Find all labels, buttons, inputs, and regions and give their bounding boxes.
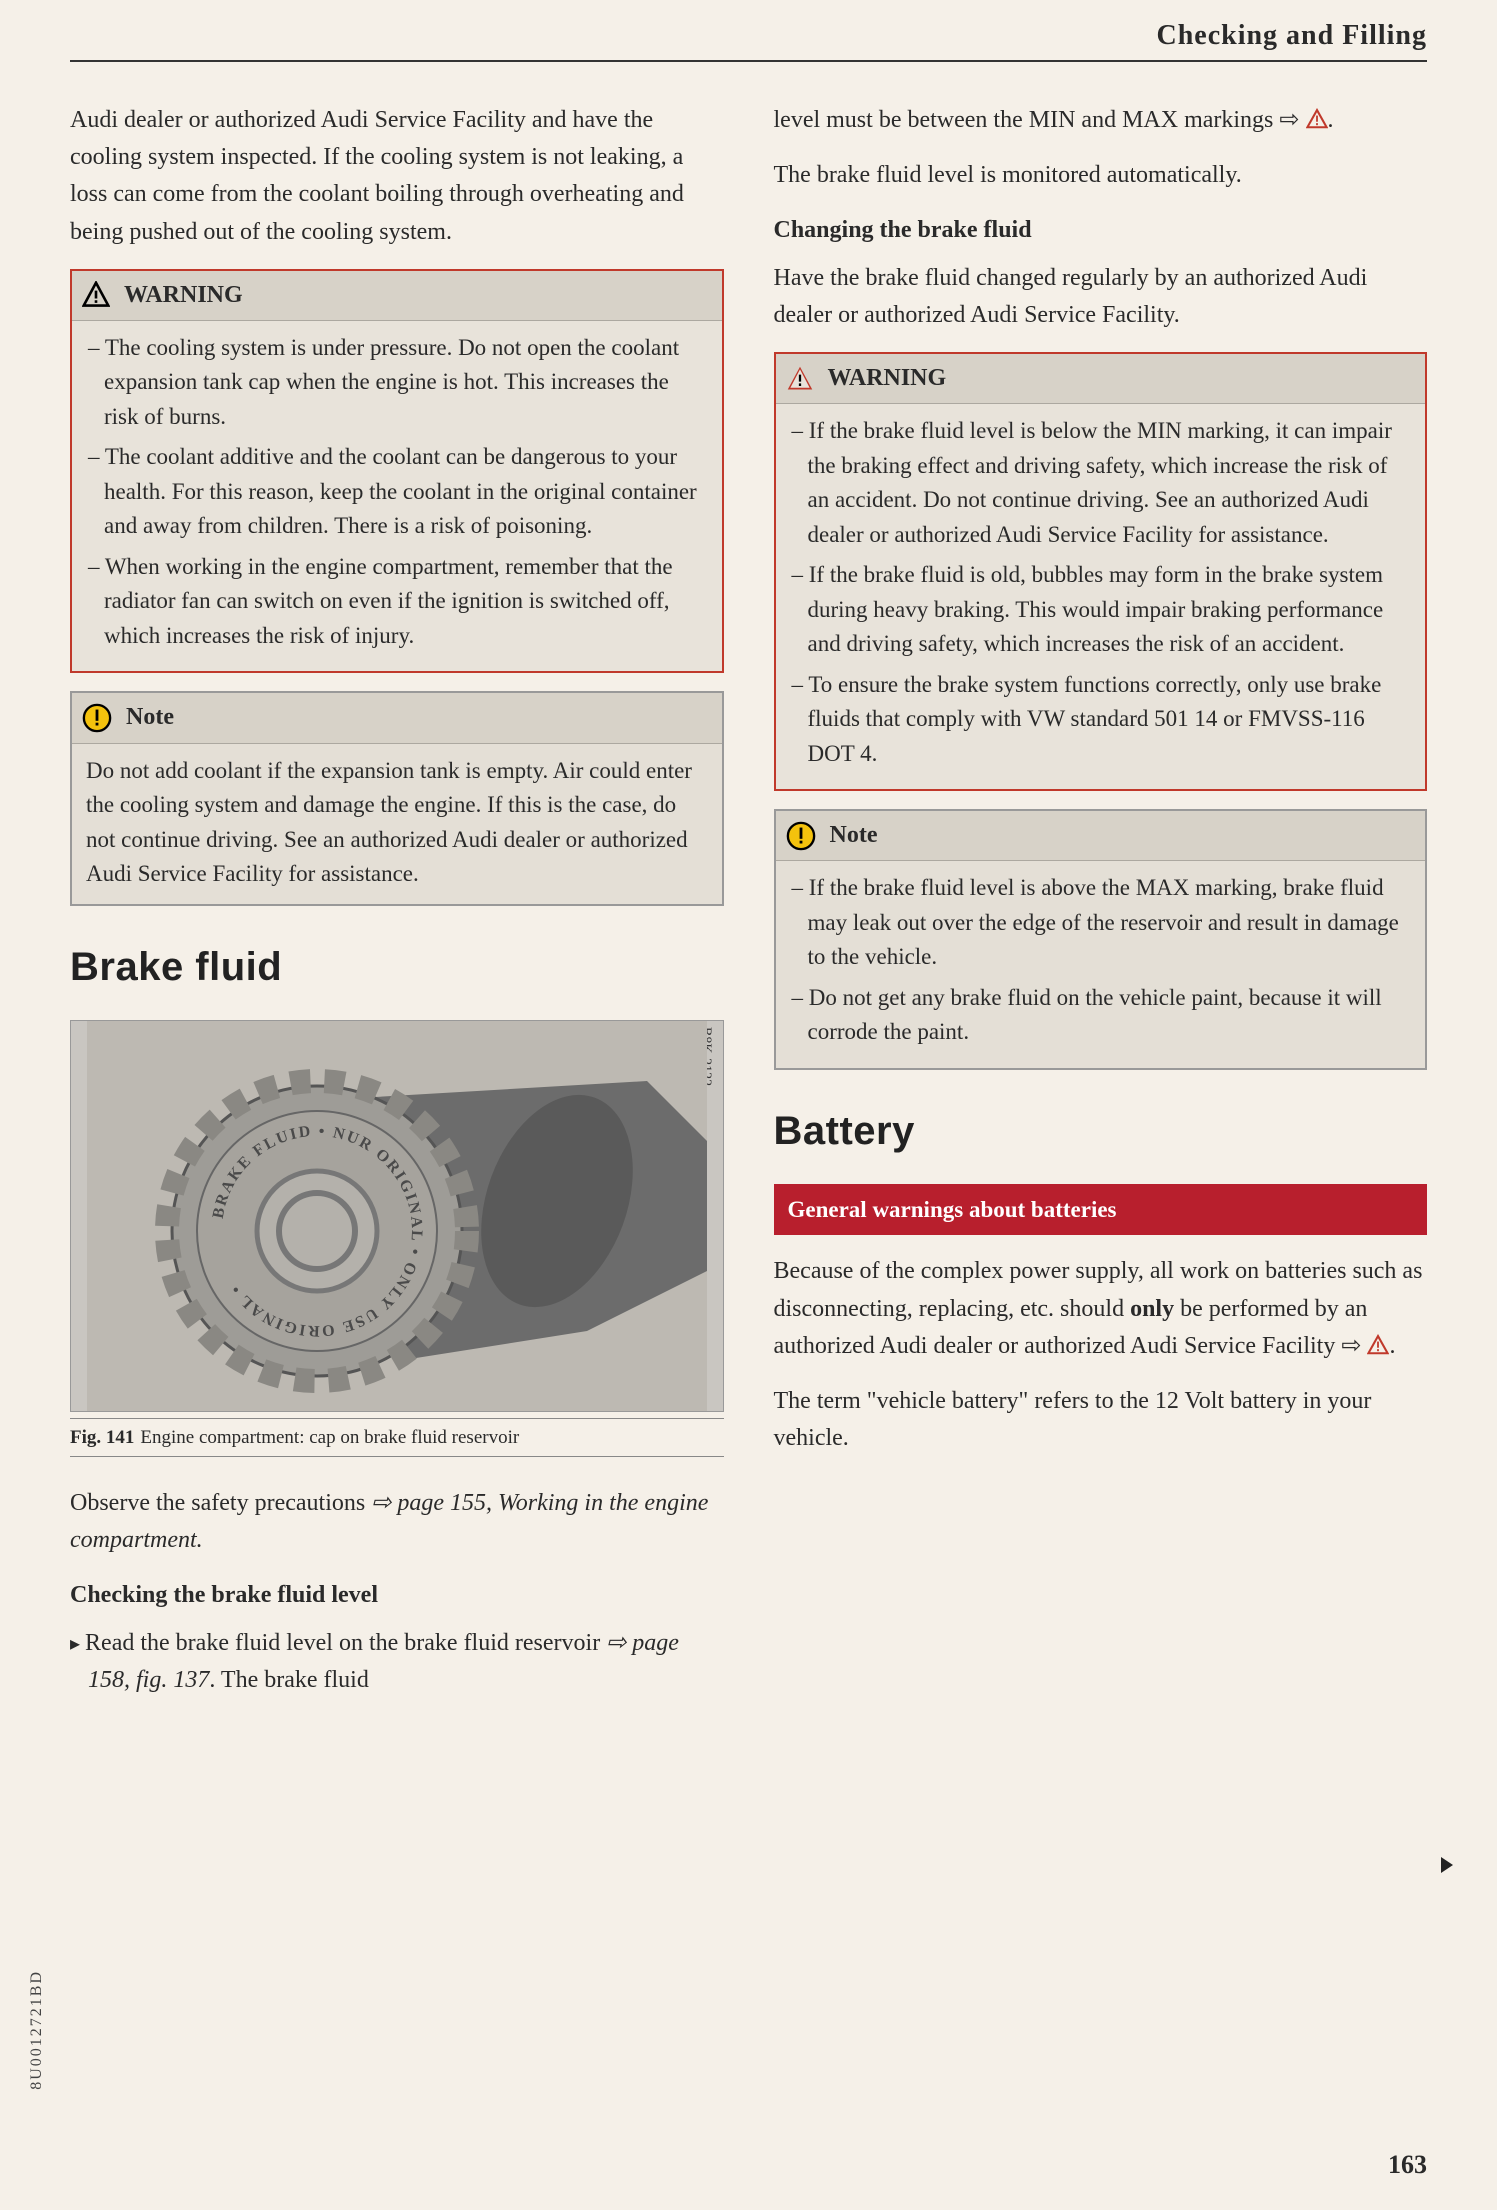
brake-fluid-cap-illustration: BRAKE FLUID • NUR ORIGINAL • ONLY USE OR…	[87, 1021, 707, 1411]
continued-arrow-icon	[1437, 1855, 1457, 1880]
page-number: 163	[1388, 2150, 1427, 2180]
safety-precautions-text: Observe the safety precautions ⇨ page 15…	[70, 1485, 724, 1559]
document-code: 8U0012721BD	[28, 1970, 46, 2090]
section-heading-brake-fluid: Brake fluid	[70, 936, 724, 998]
warning-label: WARNING	[828, 360, 947, 397]
note-label: Note	[830, 817, 878, 854]
note-item: Do not get any brake fluid on the vehicl…	[808, 981, 1412, 1050]
warning-label: WARNING	[124, 277, 243, 314]
intro-paragraph: Audi dealer or authorized Audi Service F…	[70, 102, 724, 251]
note-circle-icon	[82, 703, 112, 733]
subheading-check-level: Checking the brake fluid level	[70, 1577, 724, 1614]
figure-caption-text: Engine compartment: cap on brake fluid r…	[140, 1423, 519, 1452]
subheading-changing-fluid: Changing the brake fluid	[774, 212, 1428, 249]
warning-item: The cooling system is under pressure. Do…	[104, 331, 708, 435]
figure-number: Fig. 141	[70, 1423, 134, 1452]
monitored-text: The brake fluid level is monitored autom…	[774, 157, 1428, 194]
brake-note-callout: Note If the brake fluid level is above t…	[774, 809, 1428, 1070]
note-label: Note	[126, 699, 174, 736]
warning-triangle-icon	[786, 365, 814, 393]
callout-body: If the brake fluid level is below the MI…	[776, 404, 1426, 789]
callout-body: The cooling system is under pressure. Do…	[72, 321, 722, 672]
battery-warnings-bar: General warnings about batteries	[774, 1184, 1428, 1236]
warning-item: If the brake fluid is old, bubbles may f…	[808, 558, 1412, 662]
note-item: If the brake fluid level is above the MA…	[808, 871, 1412, 975]
note-circle-icon	[786, 821, 816, 851]
warning-item: When working in the engine compartment, …	[104, 550, 708, 654]
coolant-note-callout: Note Do not add coolant if the expansion…	[70, 691, 724, 905]
warning-item: If the brake fluid level is below the MI…	[808, 414, 1412, 552]
warning-triangle-icon	[1306, 107, 1328, 133]
battery-paragraph-1: Because of the complex power supply, all…	[774, 1253, 1428, 1365]
level-continuation-text: level must be between the MIN and MAX ma…	[774, 102, 1428, 139]
change-fluid-text: Have the brake fluid changed regularly b…	[774, 260, 1428, 334]
page-header-title: Checking and Filling	[70, 20, 1427, 62]
callout-header: Note	[776, 811, 1426, 861]
left-column: Audi dealer or authorized Audi Service F…	[70, 102, 724, 1703]
warning-triangle-icon	[1367, 1333, 1389, 1359]
brake-warning-callout: WARNING If the brake fluid level is belo…	[774, 352, 1428, 791]
callout-body: If the brake fluid level is above the MA…	[776, 861, 1426, 1068]
warning-triangle-icon	[82, 281, 110, 309]
right-column: level must be between the MIN and MAX ma…	[774, 102, 1428, 1703]
callout-header: Note	[72, 693, 722, 743]
warning-item: To ensure the brake system functions cor…	[808, 668, 1412, 772]
coolant-warning-callout: WARNING The cooling system is under pres…	[70, 269, 724, 674]
callout-header: WARNING	[72, 271, 722, 321]
content-columns: Audi dealer or authorized Audi Service F…	[70, 102, 1427, 1703]
callout-header: WARNING	[776, 354, 1426, 404]
callout-body: Do not add coolant if the expansion tank…	[72, 744, 722, 904]
figure-brake-fluid-cap: B8K-2122 B	[70, 1020, 724, 1412]
battery-paragraph-2: The term "vehicle battery" refers to the…	[774, 1383, 1428, 1457]
figure-caption: Fig. 141 Engine compartment: cap on brak…	[70, 1418, 724, 1457]
check-level-bullet: Read the brake fluid level on the brake …	[70, 1625, 724, 1699]
warning-item: The coolant additive and the coolant can…	[104, 440, 708, 544]
section-heading-battery: Battery	[774, 1100, 1428, 1162]
